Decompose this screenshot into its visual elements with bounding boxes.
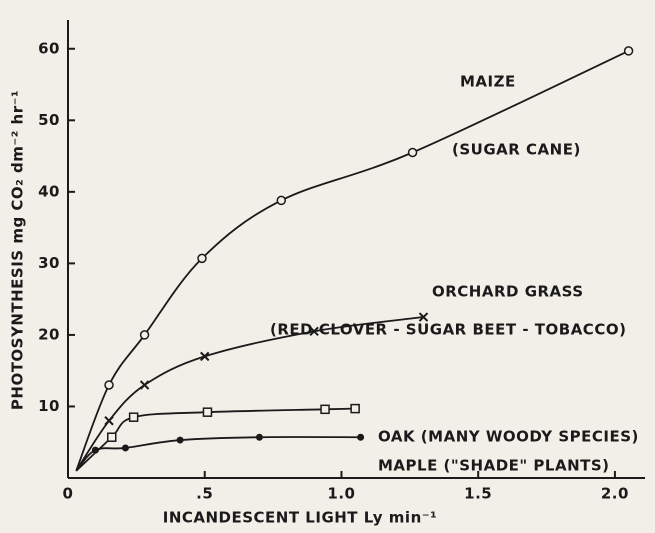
marker (104, 380, 114, 390)
marker (91, 446, 99, 454)
marker (309, 326, 319, 337)
x-axis-label: INCANDESCENT LIGHT Ly min⁻¹ (163, 509, 438, 527)
marker (200, 351, 210, 362)
marker (276, 195, 287, 206)
marker (255, 433, 263, 441)
series-label: ORCHARD GRASS (432, 283, 584, 301)
x-tick-label: 1.5 (464, 485, 492, 503)
y-tick-label: 50 (38, 111, 60, 129)
y-tick-label: 30 (38, 254, 60, 272)
y-tick-label: 60 (38, 39, 60, 57)
y-tick-label: 10 (38, 397, 60, 415)
series-label: OAK (MANY WOODY SPECIES) (378, 428, 639, 446)
marker (139, 380, 150, 390)
series-label: MAPLE ("SHADE" PLANTS) (378, 457, 610, 475)
marker (418, 312, 429, 322)
marker (407, 147, 418, 158)
marker (623, 46, 634, 56)
annotation: (SUGAR CANE) (452, 141, 581, 159)
x-tick-label: .5 (196, 485, 213, 503)
marker (128, 412, 139, 422)
y-axis-label: PHOTOSYNTHESIS mg CO₂ dm⁻² hr⁻¹ (9, 90, 27, 410)
marker (121, 444, 129, 452)
marker (202, 407, 213, 417)
series-label: MAIZE (460, 73, 516, 91)
marker (320, 404, 330, 415)
y-tick-label: 40 (38, 182, 60, 200)
y-tick-label: 20 (38, 325, 60, 343)
marker (357, 433, 365, 441)
x-tick-label: 0 (63, 485, 74, 503)
marker (197, 253, 207, 264)
marker (104, 416, 114, 426)
x-tick-label: 2.0 (601, 485, 629, 503)
marker (139, 330, 150, 340)
marker (350, 403, 360, 414)
series-line (75, 407, 356, 472)
annotation: (RED CLOVER - SUGAR BEET - TOBACCO) (270, 321, 626, 339)
x-tick-label: 1.0 (327, 485, 355, 503)
marker (107, 432, 117, 442)
marker (176, 436, 184, 444)
series-line (75, 436, 361, 472)
